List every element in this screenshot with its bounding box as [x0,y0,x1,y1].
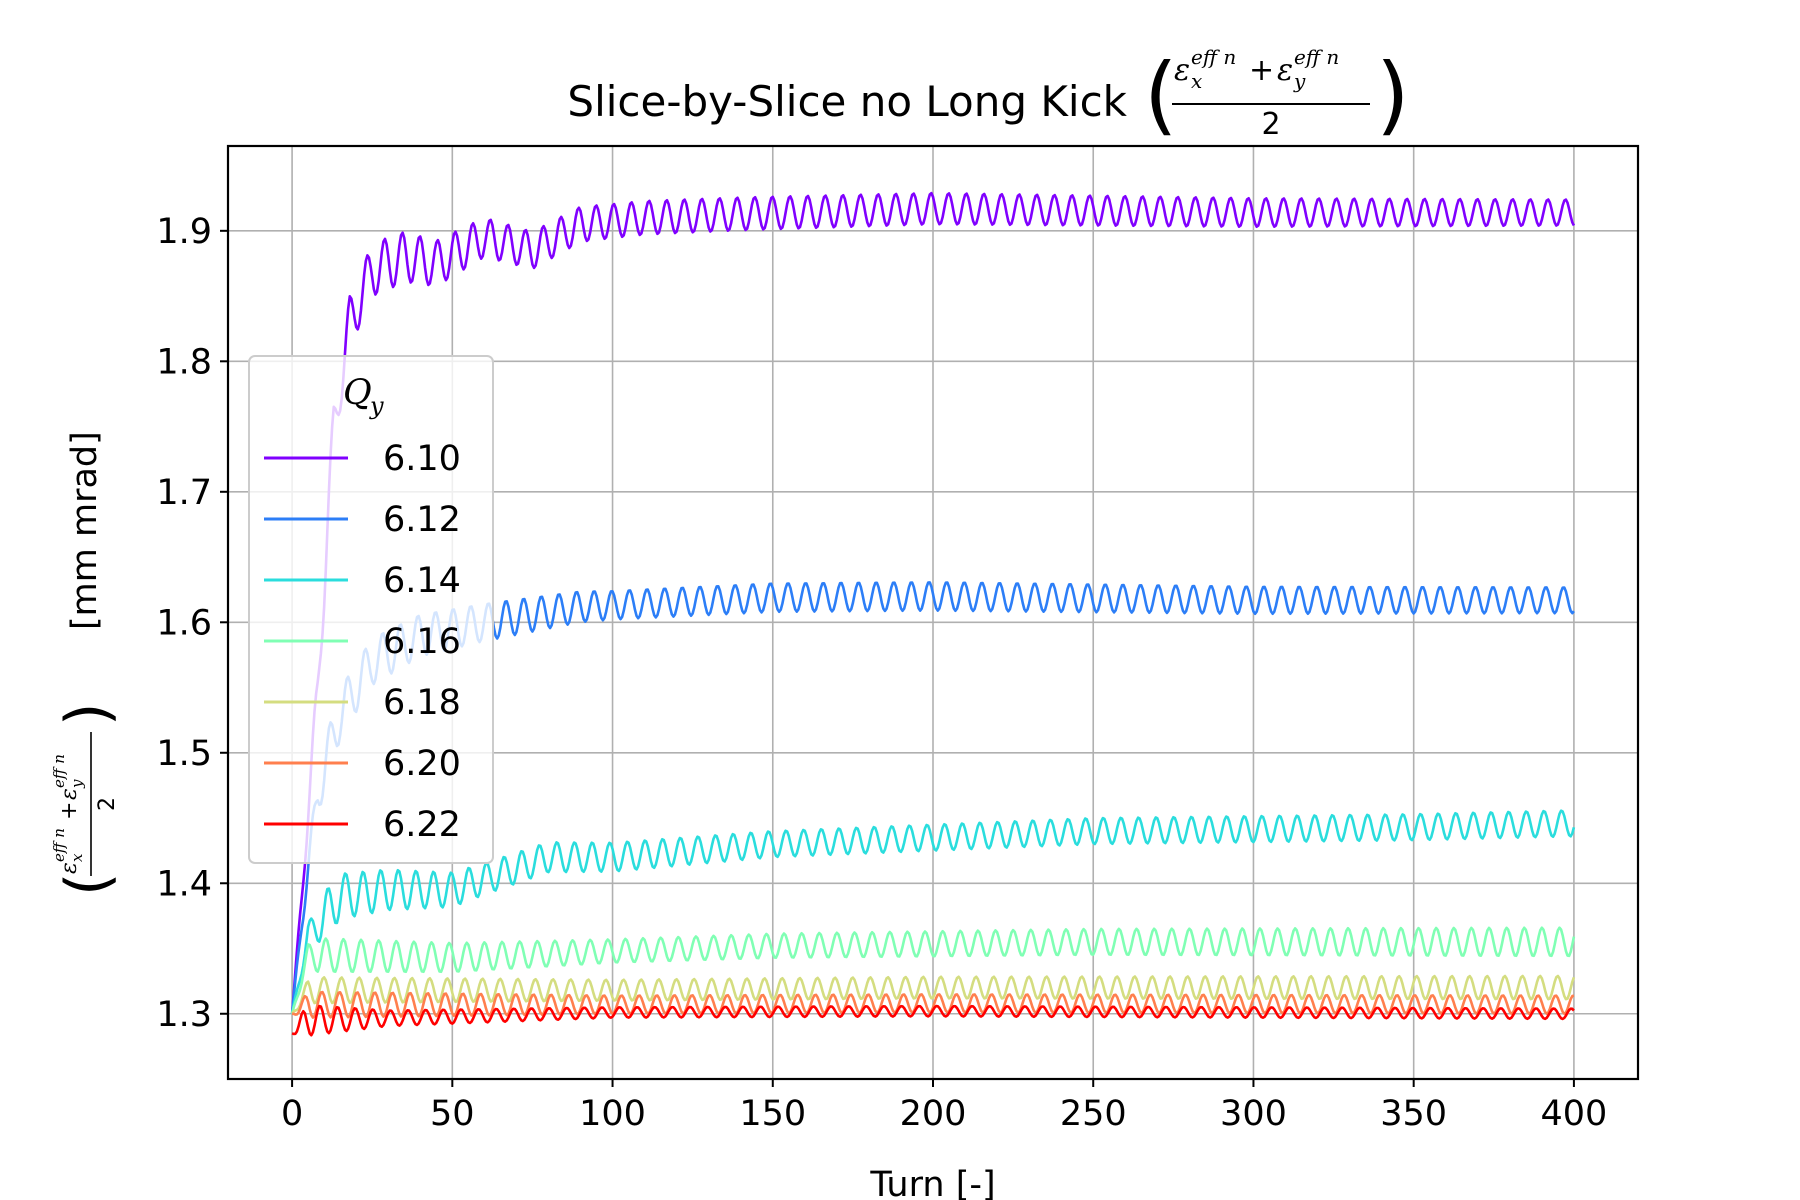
series-line-6-10 [290,191,1576,1014]
x-tick-label: 200 [900,1094,967,1134]
chart-title: Slice-by-Slice no Long Kick ( ε eff n x … [567,45,1409,145]
x-tick-label: 350 [1380,1094,1447,1134]
series-line-6-18 [291,974,1576,1015]
legend-label: 6.20 [383,744,461,784]
ylabel-paren-right: ) [53,703,123,726]
title-eps-x-sub: x [1191,69,1202,93]
title-eps-y: ε [1277,53,1293,88]
y-tick-label: 1.7 [156,473,212,513]
series-layer [290,191,1576,1037]
y-axis-label: [mm mrad] ( ε eff n x + ε eff n y 2 ) [50,431,123,896]
series-line-6-12 [290,581,1575,1014]
title-eps-x: ε [1174,53,1190,88]
title-paren-right: ) [1376,45,1410,145]
legend-box [248,355,494,864]
ylabel-eps-x-sup: eff n [50,828,68,862]
y-tick-label: 1.6 [156,603,212,643]
title-eps-x-sup: eff n [1191,45,1236,69]
y-tick-label: 1.9 [156,212,212,252]
ylabel-plus: + [57,802,82,820]
ylabel-denominator: 2 [95,797,120,811]
legend-label: 6.22 [383,805,461,845]
legend-label: 6.12 [383,500,461,540]
title-plus: + [1249,53,1274,88]
ylabel-paren-left: ( [53,873,123,896]
y-tick-label: 1.5 [156,734,212,774]
series-line-6-14 [290,809,1576,1014]
y-tick-label: 1.4 [156,864,212,904]
legend-label: 6.10 [383,439,461,479]
y-tick-label: 1.3 [156,995,212,1035]
legend: Q y 6.10 6.12 6.14 6.16 6.18 6.20 6.22 [248,355,494,864]
ticks: 0 50 100 150 200 250 300 350 400 1.3 1.4 1.5 1.6 1.7 1… [156,212,1607,1134]
title-eps-y-sup: eff n [1294,45,1339,69]
ylabel-eps-x: ε [57,862,82,874]
y-tick-label: 1.8 [156,342,212,382]
series-line-6-22 [291,1004,1575,1037]
legend-title-sub: y [369,392,384,420]
y-label-math: ( ε eff n x + ε eff n y 2 ) [50,703,123,896]
legend-label: 6.14 [383,561,461,601]
legend-entries: 6.10 6.12 6.14 6.16 6.18 6.20 6.22 [264,439,461,845]
series-line-6-16 [290,926,1576,1015]
ylabel-eps-y-sub: y [68,779,86,789]
title-math: ( ε eff n x + ε eff n y 2 ) [1144,45,1410,145]
x-tick-label: 300 [1220,1094,1287,1134]
x-tick-label: 100 [579,1094,646,1134]
legend-label: 6.18 [383,683,461,723]
y-axis-unit: [mm mrad] [65,431,105,630]
ylabel-eps-y: ε [57,788,82,800]
title-paren-left: ( [1144,45,1178,145]
legend-title: Q [343,373,372,413]
x-tick-label: 400 [1541,1094,1608,1134]
x-tick-label: 50 [430,1094,475,1134]
title-eps-y-sub: y [1293,69,1306,93]
x-tick-label: 0 [281,1094,303,1134]
x-axis-label: Turn [-] [869,1165,995,1200]
x-tick-label: 250 [1060,1094,1127,1134]
chart-title-text: Slice-by-Slice no Long Kick [567,77,1127,126]
title-denominator: 2 [1261,107,1280,142]
legend-label: 6.16 [383,622,461,662]
ylabel-eps-y-sup: eff n [50,754,68,788]
x-tick-label: 150 [739,1094,806,1134]
ylabel-eps-x-sub: x [68,853,86,862]
